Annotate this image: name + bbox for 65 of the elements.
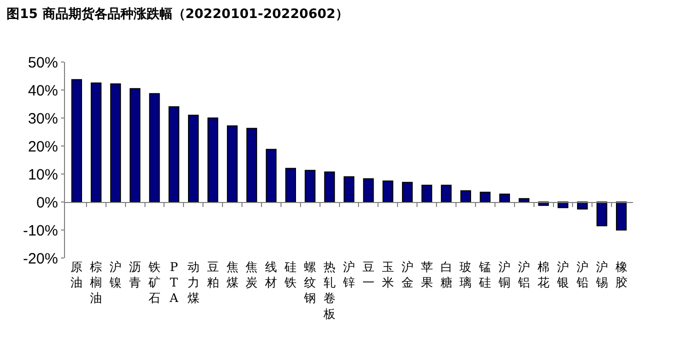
x-tick-label: 玻璃 [460, 260, 472, 290]
x-tick-label: 沪铜 [498, 260, 511, 290]
x-tick-label: 豆粕 [206, 260, 219, 290]
bar [324, 172, 335, 202]
x-tick-label: 铁矿石 [147, 260, 160, 306]
x-tick-label: 棉花 [538, 260, 550, 290]
bar [616, 202, 627, 230]
x-tick-label: 沪铝 [517, 260, 530, 290]
bar [460, 190, 472, 202]
y-tick-label: 0% [36, 194, 58, 212]
bar [499, 194, 510, 202]
x-tick-label: 苹果 [420, 260, 433, 290]
x-tick-label: 焦煤 [226, 260, 238, 290]
bar [344, 176, 354, 202]
x-tick-label: 棕榈油 [90, 260, 102, 306]
x-tick-label: 原油 [70, 260, 83, 290]
bar [90, 82, 102, 202]
bar [71, 79, 82, 202]
bar [266, 148, 277, 202]
bar [518, 198, 530, 202]
x-tick-label: 沪锌 [342, 260, 355, 290]
x-tick-label: 硅铁 [284, 260, 297, 290]
bar [480, 192, 491, 202]
bar [596, 202, 608, 226]
bar [440, 184, 452, 202]
x-tick-label: 玉米 [382, 260, 394, 290]
x-tick-label: 动力煤 [187, 260, 200, 306]
bar [577, 202, 588, 210]
x-tick-label: 热轧卷板 [322, 260, 336, 321]
bar [168, 106, 180, 202]
bar [246, 128, 258, 202]
bar [110, 83, 121, 202]
x-tick-label: 螺纹钢 [303, 260, 316, 306]
x-tick-label: 沥青 [129, 260, 142, 290]
y-tick-label: -20% [22, 250, 58, 268]
x-tick-label: 焦炭 [246, 260, 258, 290]
x-tick-label: 线材 [264, 260, 278, 290]
bar [226, 125, 238, 202]
x-tick-label: PTA [168, 260, 179, 306]
bar [363, 178, 374, 202]
bar [402, 182, 413, 202]
bar [421, 184, 432, 202]
bar [149, 93, 160, 202]
bar [207, 118, 218, 202]
x-tick-label: 白糖 [440, 260, 452, 290]
bar [285, 168, 296, 202]
bar [188, 114, 199, 202]
bar [382, 180, 394, 202]
chart-title: 图15 商品期货各品种涨跌幅（20220101-20220602） [6, 6, 348, 22]
x-tick-label: 豆一 [362, 260, 374, 290]
y-tick-label: 30% [28, 110, 58, 128]
x-tick-label: 锰硅 [478, 260, 492, 290]
x-tick-label: 沪铅 [575, 260, 588, 290]
x-tick-label: 沪镍 [108, 260, 122, 290]
y-tick-label: 10% [28, 166, 58, 184]
x-tick-label: 沪金 [401, 260, 414, 290]
y-tick-label: 20% [28, 138, 58, 156]
y-tick-label: 40% [28, 82, 58, 100]
x-tick-label: 橡胶 [615, 260, 628, 290]
y-tick-label: -10% [22, 222, 58, 240]
bar [130, 88, 140, 202]
x-tick-label: 沪锡 [594, 260, 608, 290]
y-tick-label: 50% [28, 54, 58, 72]
bar [304, 170, 316, 202]
x-tick-label: 沪银 [556, 260, 569, 290]
